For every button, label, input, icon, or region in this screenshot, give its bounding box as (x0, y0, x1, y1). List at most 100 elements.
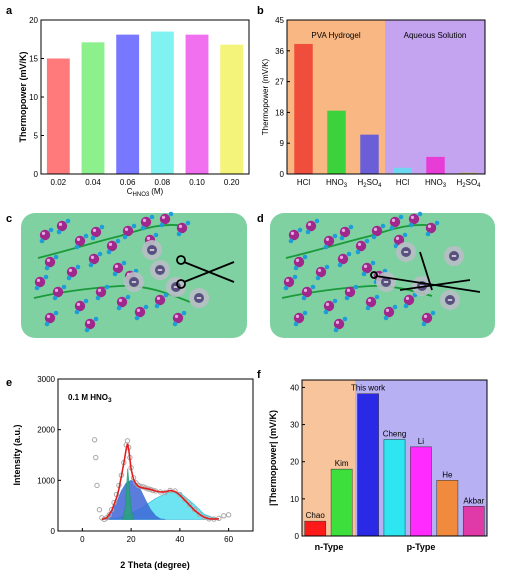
bar-b-h2so4-aqueous (459, 172, 478, 174)
water-molecule (34, 274, 49, 291)
group-label-n-type: n-Type (315, 542, 344, 552)
panel-f-frame (301, 379, 488, 537)
bar-f-kim (330, 468, 353, 537)
ytick-label-a: 20 (29, 16, 38, 25)
ytick-label-b: 36 (275, 47, 284, 56)
panel-e: e 0 1000 2000 3000 0 20 40 60 0.1 M HNO3 Inten… (6, 375, 254, 570)
water-molecule (323, 233, 338, 250)
bar-b-hno3-aqueous (426, 156, 445, 174)
water-molecule (88, 251, 103, 268)
ytick-label-a: 10 (29, 93, 38, 102)
panel-a-frame (40, 19, 250, 175)
panel-b-frame (286, 19, 486, 175)
xrd-data-point (225, 512, 232, 518)
ytick-label-f: 40 (290, 383, 299, 392)
xtick-label-a: 0.04 (85, 178, 101, 187)
nitrate-ion (376, 272, 396, 292)
water-molecule (44, 310, 59, 327)
ytick-label-b: 45 (275, 16, 284, 25)
water-molecule (106, 238, 121, 255)
xtick-label-a: 0.06 (120, 178, 136, 187)
bar-b-hcl-aqueous (393, 167, 412, 174)
xrd-data-point (96, 507, 103, 513)
bar-f-akbar (462, 506, 485, 537)
water-molecule (134, 304, 149, 321)
panel-e-ylabel: Intensity (a.u.) (12, 424, 22, 485)
water-molecule (323, 298, 338, 315)
ytick-label-f: 0 (295, 532, 300, 541)
ytick-label-f: 30 (290, 421, 299, 430)
xrd-data-point (106, 512, 112, 518)
panel-e-label: e (6, 377, 12, 389)
xtick-label-b: HCl (396, 178, 410, 187)
xtick-label-e: 40 (175, 535, 184, 544)
xrd-fit-line (101, 443, 219, 521)
water-molecule (154, 292, 169, 309)
water-molecule (44, 254, 59, 271)
xtick-label-e: 60 (224, 535, 233, 544)
bar-label-f: Kim (335, 459, 349, 468)
xrd-data-point (93, 454, 99, 461)
xtick-label-a: 0.08 (155, 178, 171, 187)
xtick-label-a: 0.02 (51, 178, 67, 187)
water-molecule (383, 304, 398, 321)
water-molecule (365, 294, 380, 311)
xtick-label-b: HNO3 (326, 178, 348, 189)
panel-e-xlabel: 2 Theta (degree) (120, 560, 190, 570)
xrd-data-point (186, 501, 193, 508)
water-molecule (305, 218, 320, 235)
bar-f-li (410, 446, 432, 537)
ytick-label-e: 2000 (37, 426, 55, 435)
panel-d-label: d (257, 213, 264, 225)
bar-label-f: Akbar (463, 496, 484, 505)
water-molecule (293, 310, 308, 327)
water-molecule (301, 284, 316, 301)
xtick-label-a: 0.10 (189, 178, 205, 187)
xtick-label-b: HNO3 (425, 178, 447, 189)
water-molecule (403, 292, 418, 309)
xrd-data-point (124, 438, 131, 444)
water-molecule (112, 260, 127, 277)
water-molecule (389, 214, 404, 231)
panel-a-label: a (6, 5, 13, 17)
xtick-label-b: H2SO4 (456, 178, 481, 189)
xrd-data-point (182, 496, 188, 503)
panel-a-xlabel: CHNO3 (M) (127, 187, 164, 198)
water-molecule (361, 260, 376, 277)
water-molecule (293, 254, 308, 271)
xtick-label-b: HCl (297, 178, 311, 187)
water-molecule (159, 211, 174, 228)
water-molecule (355, 238, 370, 255)
nitrate-ion (444, 246, 464, 266)
nitrate-ion (396, 242, 416, 262)
water-molecule (90, 224, 105, 241)
scissors-icon (176, 255, 235, 289)
water-molecule (337, 251, 352, 268)
water-molecule (315, 264, 330, 281)
ytick-label-a: 5 (34, 132, 39, 141)
water-molecule (66, 264, 81, 281)
bar-label-f: This work (351, 384, 386, 393)
ytick-label-f: 20 (290, 458, 299, 467)
ytick-label-f: 10 (290, 495, 299, 504)
panel-e-frame (57, 378, 254, 532)
xtick-label-a: 0.20 (224, 178, 240, 187)
bar-label-f: Li (418, 437, 424, 446)
water-molecule (74, 298, 89, 315)
scissors-icon-cutting (370, 251, 481, 293)
bar-a-0.04 (81, 42, 105, 174)
bar-f-this-work (357, 393, 379, 537)
water-molecule (283, 274, 298, 291)
bar-b-hno3-hydrogel (327, 110, 346, 174)
group-label-aqueous-solution: Aqueous Solution (404, 31, 467, 40)
ytick-label-b: 27 (275, 78, 284, 87)
water-molecule (122, 223, 137, 240)
water-molecule (371, 223, 386, 240)
bar-label-f: Chao (306, 511, 326, 520)
bar-a-0.20 (220, 44, 244, 174)
water-molecule (333, 316, 348, 333)
nitrate-ion (142, 240, 162, 260)
panel-b: b PVA Hydrogel Aqueous Solution 0 9 18 27 36… (257, 5, 486, 189)
water-molecule (288, 227, 303, 244)
bar-a-0.06 (116, 34, 140, 174)
